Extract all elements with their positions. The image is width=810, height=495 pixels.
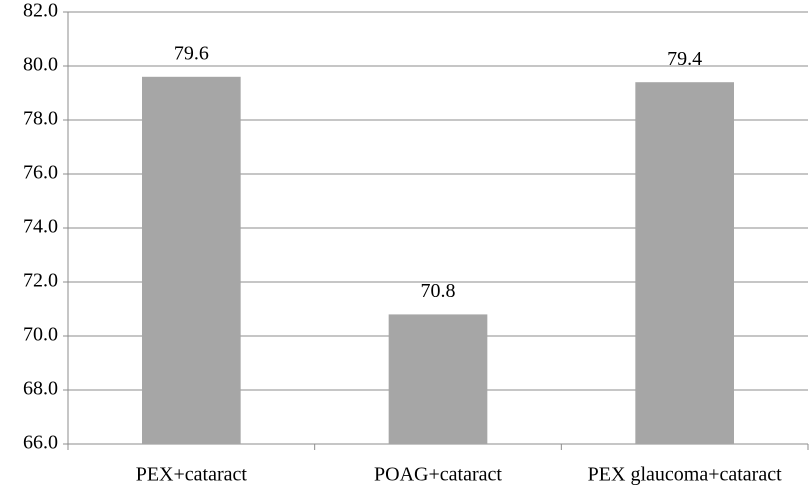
y-tick-label: 76.0: [23, 162, 58, 184]
y-tick-label: 78.0: [23, 108, 58, 130]
y-tick-label: 68.0: [23, 378, 58, 400]
y-tick-label: 74.0: [23, 216, 58, 238]
bar: [635, 82, 734, 444]
value-label: 79.6: [174, 42, 209, 64]
y-tick-label: 80.0: [23, 54, 58, 76]
bar: [388, 314, 488, 444]
y-tick-label: 70.0: [23, 324, 58, 346]
y-tick-label: 72.0: [23, 270, 58, 292]
y-tick-label: 82.0: [23, 0, 58, 22]
value-label: 79.4: [667, 48, 702, 70]
value-label: 70.8: [421, 280, 456, 302]
x-tick-label: POAG+cataract: [374, 464, 502, 486]
bar: [142, 76, 241, 445]
x-tick-label: PEX glaucoma+cataract: [588, 464, 782, 486]
y-tick-label: 66.0: [23, 432, 58, 454]
x-tick-label: PEX+cataract: [136, 464, 248, 486]
